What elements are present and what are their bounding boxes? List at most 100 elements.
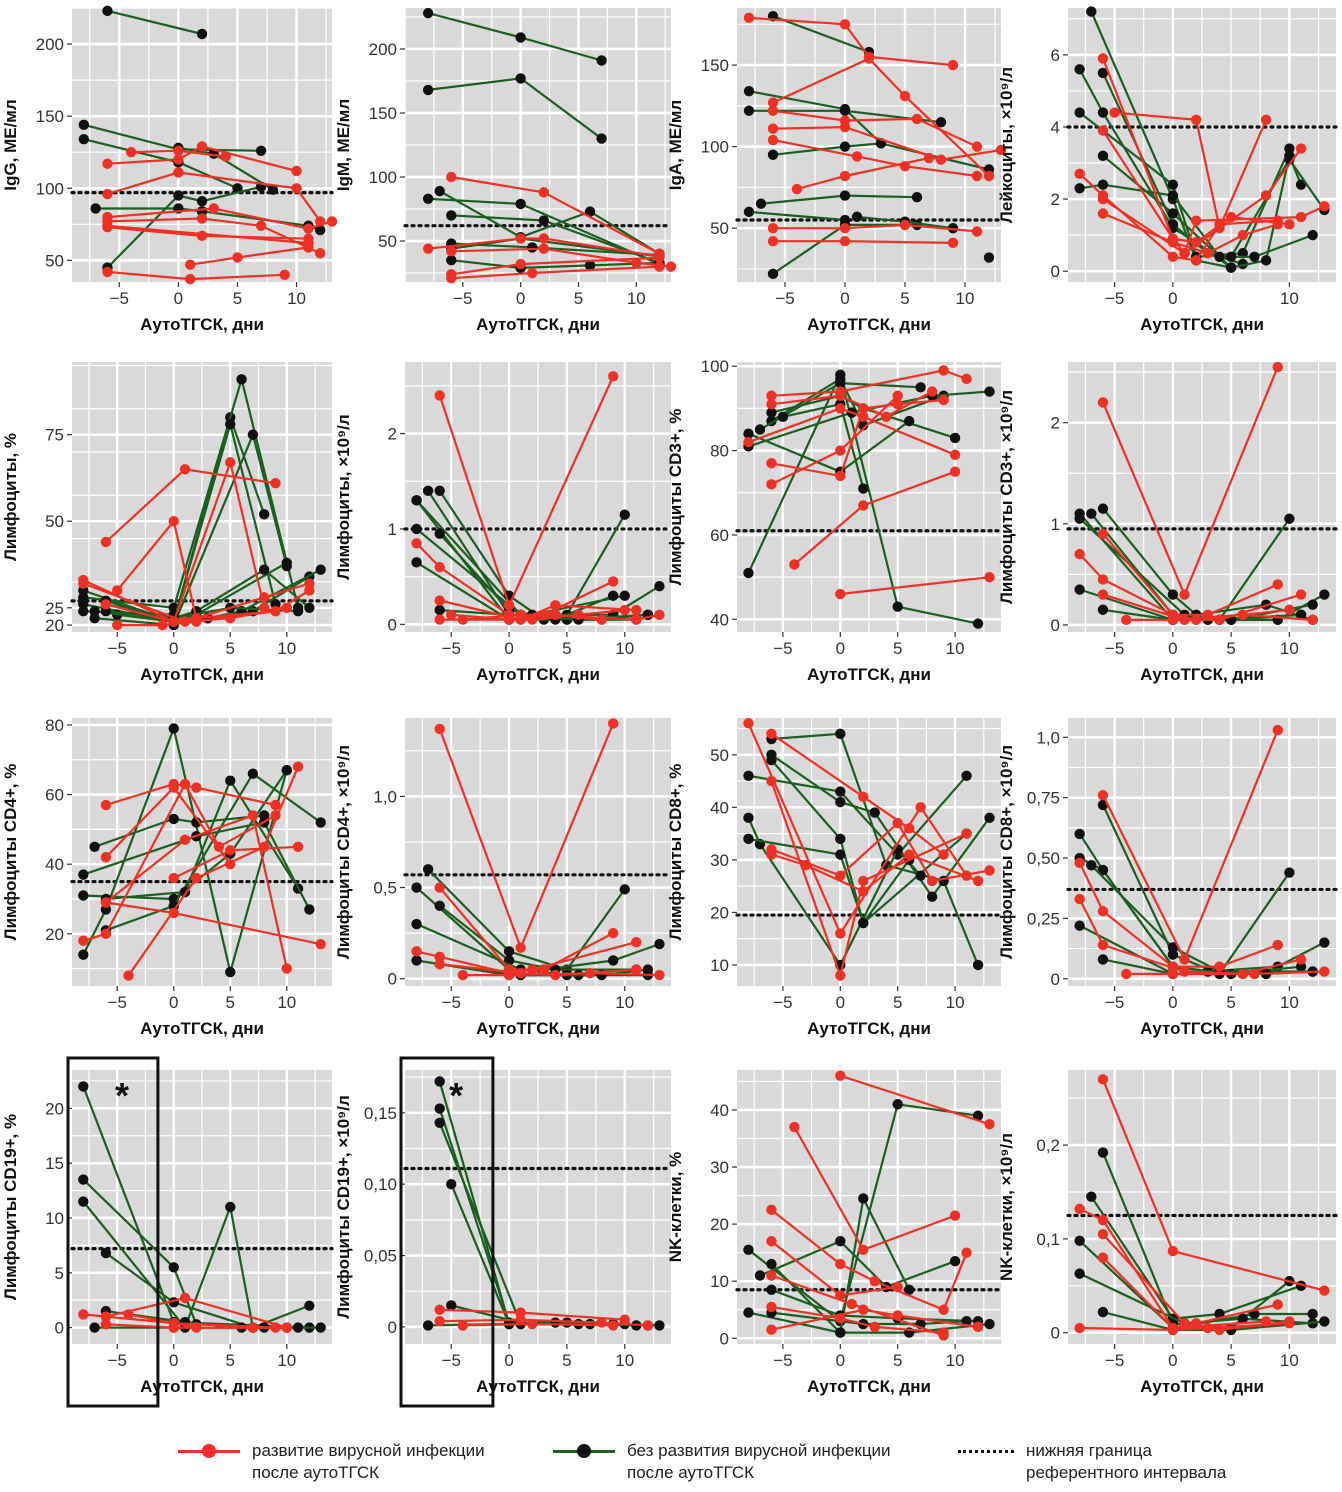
y-tick-label: 60 — [710, 526, 729, 545]
series-infection-point — [225, 845, 236, 856]
series-infection-point — [654, 261, 665, 272]
series-infection-point — [938, 849, 949, 860]
series-infection-point — [100, 1311, 112, 1322]
legend-no-infection: без развития вирусной инфекции после аут… — [553, 1440, 891, 1488]
x-tick-label: 10 — [287, 289, 306, 308]
series-no-infection-point — [503, 946, 515, 957]
series-infection-line — [105, 1323, 287, 1329]
series-infection-point — [225, 457, 236, 468]
series-infection-point — [179, 1292, 191, 1304]
y-tick-label: 150 — [701, 56, 729, 75]
series-no-infection-point — [743, 770, 754, 782]
series-infection-line — [127, 766, 300, 977]
series-no-infection-line — [748, 90, 990, 171]
x-tick-label: −5 — [453, 289, 472, 308]
series-no-infection-point — [961, 770, 972, 782]
y-axis-label: Лимфоциты CD8+, ×10⁹/л — [997, 745, 1016, 959]
series-infection-point — [607, 1320, 619, 1331]
series-infection-point — [123, 1309, 134, 1320]
series-no-infection-point — [743, 85, 755, 97]
series-no-infection-point — [292, 606, 304, 617]
series-infection-point — [1097, 528, 1109, 540]
series-no-infection-line — [94, 431, 288, 627]
series-infection-point — [767, 222, 779, 234]
series-infection-point — [315, 939, 326, 950]
series-no-infection-point — [446, 1300, 457, 1311]
series-infection-point — [179, 616, 191, 627]
series-no-infection-point — [1307, 229, 1318, 241]
series-no-infection-point — [1319, 1316, 1330, 1327]
series-infection-point — [938, 1330, 949, 1341]
x-axis-label: АутоТГСК, дни — [1140, 1019, 1264, 1038]
series-no-infection-point — [619, 590, 630, 601]
series-infection-line — [1114, 111, 1268, 232]
series-infection-point — [743, 12, 755, 23]
x-tick-label: 10 — [1280, 1351, 1299, 1370]
series-infection-point — [314, 247, 326, 259]
series-no-infection-point — [78, 890, 89, 901]
series-no-infection-point — [1086, 508, 1097, 519]
series-no-infection-point — [839, 105, 851, 116]
x-tick-label: −5 — [1105, 289, 1124, 308]
series-infection-point — [766, 458, 777, 469]
series-no-infection-point — [869, 807, 880, 818]
series-no-infection-point — [984, 1318, 995, 1330]
series-infection-point — [1284, 1318, 1295, 1329]
x-tick-label: 0 — [1168, 993, 1177, 1012]
series-infection-point — [196, 230, 208, 242]
series-no-infection-point — [411, 882, 422, 893]
series-infection-point — [607, 927, 619, 939]
series-infection-point — [835, 1258, 846, 1270]
series-no-infection-line — [107, 9, 203, 36]
x-tick-label: 10 — [615, 1351, 634, 1370]
y-tick-label: 0 — [1051, 616, 1060, 635]
x-tick-label: 10 — [615, 639, 634, 658]
series-no-infection-point — [168, 813, 179, 825]
x-tick-label: 5 — [226, 1351, 235, 1370]
series-infection-point — [835, 928, 846, 939]
legend-infection-label: развитие вирусной инфекции после аутоТГС… — [252, 1441, 485, 1482]
series-infection-point — [411, 538, 422, 549]
series-infection-point — [892, 817, 903, 829]
series-infection-point — [1272, 724, 1283, 736]
series-infection-point — [102, 222, 113, 233]
series-no-infection-point — [766, 407, 777, 418]
series-infection-line — [772, 57, 990, 177]
series-no-infection-point — [434, 900, 445, 911]
series-infection-point — [766, 479, 777, 490]
x-tick-label: −5 — [773, 639, 792, 658]
x-axis-label: АутоТГСК, дни — [807, 315, 931, 334]
x-tick-label: 5 — [226, 639, 235, 658]
series-infection-point — [835, 970, 846, 981]
y-tick-label: 75 — [45, 426, 64, 445]
series-infection-point — [123, 970, 134, 981]
series-infection-line — [427, 237, 660, 258]
y-axis-label: Лимфоциты CD19+, ×10⁹/л — [334, 1095, 353, 1319]
series-no-infection-point — [78, 1081, 89, 1092]
series-infection-point — [743, 718, 754, 729]
series-no-infection-point — [835, 1327, 846, 1338]
y-tick-label: 2 — [1051, 190, 1060, 209]
series-infection-point — [538, 233, 549, 244]
x-tick-label: −5 — [110, 289, 129, 308]
series-no-infection-point — [851, 211, 863, 222]
y-axis-label: Лимфоциты CD8+, % — [666, 764, 685, 941]
series-no-infection-point — [258, 509, 270, 520]
y-axis-label: Лимфоциты, % — [1, 433, 20, 561]
series-no-infection-point — [949, 1256, 961, 1267]
series-infection-point — [291, 165, 302, 177]
series-infection-point — [1237, 609, 1248, 621]
x-tick-label: 0 — [174, 289, 183, 308]
series-no-infection-point — [247, 768, 259, 779]
series-infection-point — [527, 267, 538, 279]
series-infection-point — [892, 390, 903, 401]
y-tick-label: 50 — [378, 232, 397, 251]
series-infection-line — [107, 217, 321, 255]
y-tick-label: 0,10 — [364, 1175, 397, 1194]
series-no-infection-line — [759, 1239, 956, 1289]
panel-9: −5 0 5 10 20 40 60 80 АутоТГСК, дни Лимфоциты CD4… — [1, 716, 334, 1038]
series-infection-line — [107, 171, 322, 223]
series-no-infection-point — [225, 775, 236, 786]
panel-1: −5 0 5 10 50 100 150 200 АутоТГСК, дни IgG, МЕ/мл — [1, 5, 338, 334]
